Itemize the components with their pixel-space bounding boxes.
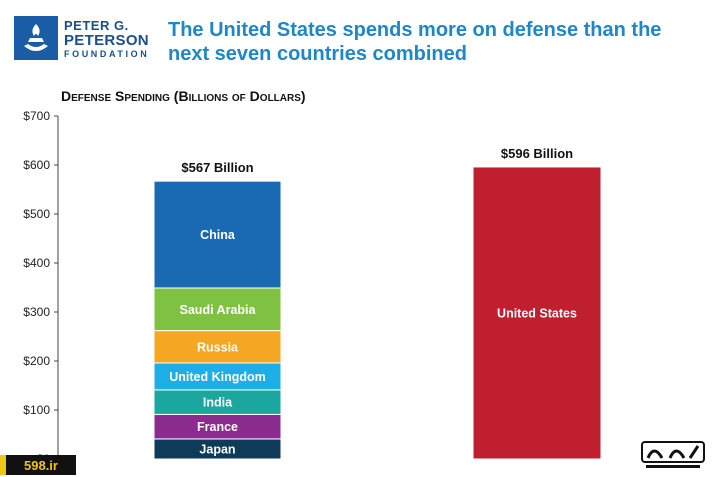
segment-label: Japan: [199, 442, 235, 456]
segment-label: United Kingdom: [169, 370, 266, 384]
bar-segment: [472, 166, 602, 460]
chart-title: Defense Spending (Billions of Dollars): [61, 88, 306, 104]
source-badge: 598.ir: [0, 455, 76, 475]
y-tick-label: $400: [23, 256, 50, 270]
y-tick-label: $600: [23, 158, 50, 172]
segment-label: Russia: [197, 340, 239, 354]
y-tick-label: $500: [23, 207, 50, 221]
torch-icon: [14, 16, 58, 60]
y-tick-label: $100: [23, 403, 50, 417]
peterson-foundation-logo: PETER G. PETERSON FOUNDATION: [14, 16, 154, 62]
segment-label: Saudi Arabia: [180, 303, 257, 317]
bar-segment: [153, 362, 282, 391]
bar-total-label: $567 Billion: [181, 160, 253, 175]
y-tick-label: $700: [23, 109, 50, 123]
bar-segment: [153, 389, 282, 415]
headline: The United States spends more on defense…: [168, 19, 662, 65]
logo-line-2: PETERSON: [64, 32, 149, 49]
bar-segment: [153, 330, 282, 364]
logo-wordmark: PETER G. PETERSON FOUNDATION: [64, 18, 149, 60]
segment-label: United States: [497, 306, 577, 320]
bar-total-label: $596 Billion: [501, 146, 573, 161]
bar-segment: [153, 180, 282, 289]
segment-label: China: [200, 228, 236, 242]
bar-segment: [153, 287, 282, 332]
segment-label: India: [203, 396, 233, 410]
segment-label: France: [197, 420, 238, 434]
site-logo-icon: [640, 438, 706, 472]
y-tick-label: $200: [23, 354, 50, 368]
logo-line-1: PETER G.: [64, 18, 129, 33]
bar-segment: [153, 413, 282, 440]
y-tick-label: $300: [23, 305, 50, 319]
logo-line-3: FOUNDATION: [64, 49, 150, 59]
